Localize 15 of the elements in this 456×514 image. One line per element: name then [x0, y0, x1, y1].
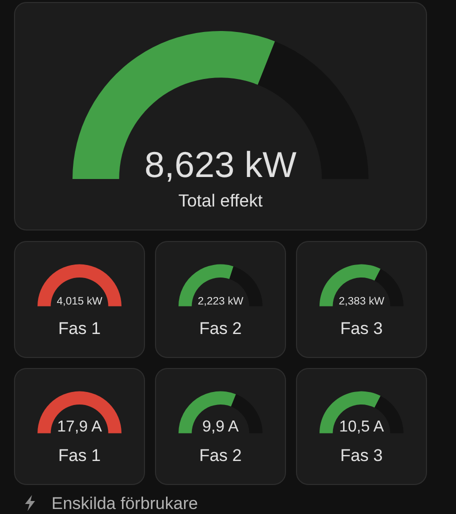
text: 2,383 kW [338, 295, 386, 308]
text: Fas 3 [340, 318, 383, 338]
text: Fas 2 [199, 446, 242, 465]
text: 2,223 kW [198, 295, 244, 308]
text: Enskilda förbrukare [52, 494, 198, 513]
text: 17,9 A [57, 418, 102, 436]
text: Fas 3 [340, 446, 383, 465]
text: Fas 1 [58, 318, 101, 338]
text: 10,5 A [339, 418, 384, 436]
text: Total effekt [178, 190, 263, 210]
text: Fas 1 [58, 446, 101, 465]
text: 4,015 kW [56, 295, 104, 308]
text: 9,9 A [202, 418, 240, 436]
text: 8,623 kW [144, 144, 297, 185]
text: Fas 2 [199, 318, 242, 338]
